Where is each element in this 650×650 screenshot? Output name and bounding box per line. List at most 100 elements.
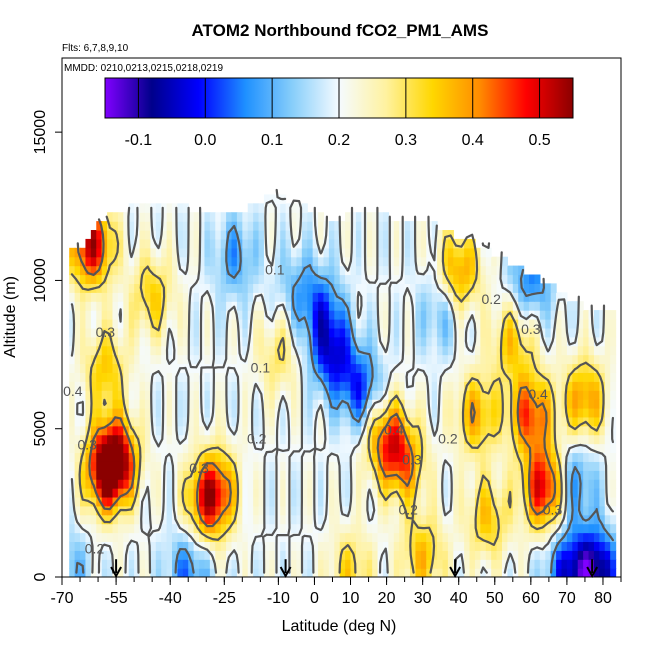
heatmap-cell bbox=[269, 416, 276, 427]
heatmap-cell bbox=[529, 523, 536, 534]
heatmap-cell bbox=[139, 461, 146, 471]
heatmap-cell bbox=[220, 532, 227, 543]
heatmap-cell bbox=[139, 336, 146, 347]
heatmap-cell bbox=[496, 559, 503, 569]
heatmap-cell bbox=[507, 452, 514, 462]
heatmap-cell bbox=[388, 505, 395, 516]
heatmap-cell bbox=[469, 318, 476, 329]
heatmap-cell bbox=[599, 399, 606, 409]
heatmap-cell bbox=[144, 568, 151, 577]
heatmap-cell bbox=[247, 265, 254, 276]
heatmap-cell bbox=[323, 550, 330, 560]
heatmap-cell bbox=[182, 318, 189, 329]
heatmap-cell bbox=[572, 372, 579, 382]
heatmap-cell bbox=[393, 532, 400, 543]
heatmap-cell bbox=[512, 265, 519, 276]
heatmap-cell bbox=[269, 461, 276, 471]
heatmap-cell bbox=[90, 363, 97, 373]
heatmap-cell bbox=[328, 274, 335, 284]
heatmap-cell bbox=[139, 247, 146, 258]
heatmap-cell bbox=[485, 470, 492, 480]
heatmap-cell bbox=[274, 488, 281, 498]
heatmap-cell bbox=[426, 496, 433, 507]
heatmap-cell bbox=[485, 434, 492, 445]
heatmap-cell bbox=[215, 505, 222, 516]
heatmap-cell bbox=[583, 532, 590, 543]
heatmap-cell bbox=[269, 203, 276, 213]
heatmap-cell bbox=[388, 443, 395, 454]
heatmap-cell bbox=[253, 221, 260, 231]
heatmap-cell bbox=[220, 292, 227, 302]
heatmap-cell bbox=[404, 470, 411, 480]
heatmap-cell bbox=[556, 407, 563, 418]
heatmap-cell bbox=[420, 381, 427, 391]
heatmap-cell bbox=[199, 505, 206, 516]
heatmap-cell bbox=[301, 470, 308, 480]
heatmap-cell bbox=[296, 301, 303, 311]
heatmap-cell bbox=[318, 372, 325, 382]
heatmap-cell bbox=[458, 292, 465, 302]
heatmap-cell bbox=[491, 559, 498, 569]
heatmap-cell bbox=[90, 265, 97, 276]
heatmap-cell bbox=[166, 336, 173, 347]
heatmap-cell bbox=[296, 265, 303, 276]
heatmap-cell bbox=[577, 505, 584, 516]
heatmap-cell bbox=[182, 247, 189, 258]
heatmap-cell bbox=[534, 407, 541, 418]
heatmap-cell bbox=[561, 479, 568, 489]
heatmap-cell bbox=[485, 372, 492, 382]
heatmap-cell bbox=[334, 256, 341, 267]
heatmap-cell bbox=[431, 399, 438, 409]
heatmap-cell bbox=[112, 238, 119, 249]
heatmap-cell bbox=[236, 470, 243, 480]
heatmap-cell bbox=[604, 479, 611, 489]
heatmap-cell bbox=[501, 310, 508, 320]
heatmap-cell bbox=[144, 363, 151, 373]
heatmap-cell bbox=[415, 505, 422, 516]
heatmap-cell bbox=[220, 443, 227, 454]
heatmap-cell bbox=[539, 488, 546, 498]
heatmap-cell bbox=[442, 505, 449, 516]
heatmap-cell bbox=[328, 434, 335, 445]
heatmap-cell bbox=[96, 372, 103, 382]
heatmap-cell bbox=[518, 265, 525, 276]
heatmap-cell bbox=[545, 550, 552, 560]
heatmap-cell bbox=[204, 559, 211, 569]
heatmap-cell bbox=[361, 399, 368, 409]
heatmap-cell bbox=[258, 203, 265, 213]
heatmap-cell bbox=[285, 336, 292, 347]
heatmap-cell bbox=[545, 327, 552, 338]
heatmap-cell bbox=[529, 550, 536, 560]
heatmap-cell bbox=[177, 238, 184, 249]
heatmap-cell bbox=[588, 399, 595, 409]
heatmap-cell bbox=[258, 425, 265, 436]
heatmap-cell bbox=[274, 532, 281, 543]
heatmap-cell bbox=[469, 505, 476, 516]
heatmap-cell bbox=[253, 310, 260, 320]
heatmap-cell bbox=[518, 559, 525, 569]
heatmap-cell bbox=[566, 327, 573, 338]
heatmap-cell bbox=[177, 452, 184, 462]
heatmap-cell bbox=[593, 407, 600, 418]
heatmap-cell bbox=[464, 265, 471, 276]
heatmap-cell bbox=[518, 425, 525, 436]
flight-arrows bbox=[110, 559, 599, 579]
heatmap-cell bbox=[512, 381, 519, 391]
heatmap-cell bbox=[242, 416, 249, 427]
heatmap-cell bbox=[74, 488, 81, 498]
heatmap-cell bbox=[263, 514, 270, 525]
heatmap-cell bbox=[318, 336, 325, 347]
heatmap-cell bbox=[323, 452, 330, 462]
heatmap-cell bbox=[599, 514, 606, 525]
heatmap-cell bbox=[90, 318, 97, 329]
heatmap-cell bbox=[366, 336, 373, 347]
heatmap-cell bbox=[296, 203, 303, 213]
heatmap-cell bbox=[226, 390, 233, 400]
heatmap-cell bbox=[323, 541, 330, 551]
heatmap-cell bbox=[263, 416, 270, 427]
heatmap-cell bbox=[204, 488, 211, 498]
heatmap-cell bbox=[280, 452, 287, 462]
heatmap-cell bbox=[269, 488, 276, 498]
heatmap-cell bbox=[372, 541, 379, 551]
heatmap-cell bbox=[485, 283, 492, 293]
